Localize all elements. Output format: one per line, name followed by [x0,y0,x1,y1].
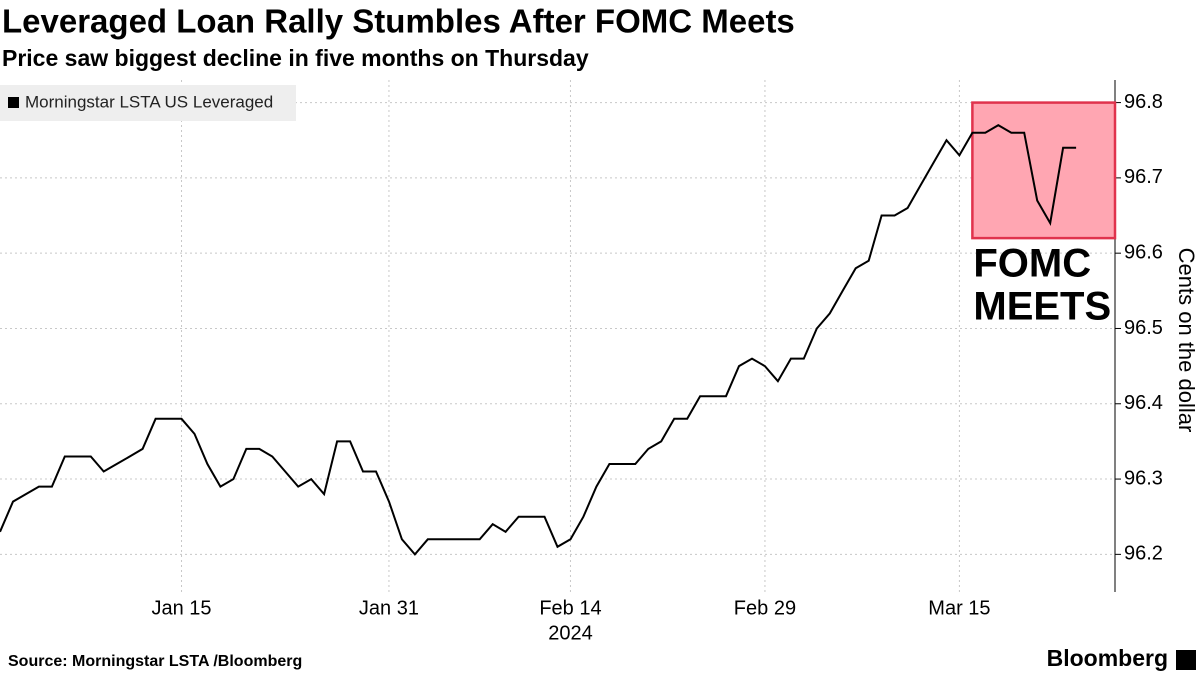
legend-box [0,85,296,121]
x-tick-label: Mar 15 [928,597,990,619]
brand-icon [1176,650,1196,670]
y-tick-label: 96.2 [1124,543,1163,565]
y-tick-label: 96.3 [1124,467,1163,489]
chart-subtitle: Price saw biggest decline in five months… [2,45,589,71]
x-tick-label: Jan 15 [151,597,211,619]
y-axis-label: Cents on the dollar [1174,248,1199,433]
y-tick-label: 96.6 [1124,241,1163,263]
x-tick-label: Feb 14 [539,597,601,619]
chart-title: Leveraged Loan Rally Stumbles After FOMC… [2,3,795,40]
legend-swatch [8,97,19,108]
annotation-text: MEETS [973,285,1111,329]
line [0,124,1077,556]
source: Source: Morningstar LSTA /Bloomberg [8,653,302,670]
x-tick-label: Jan 31 [359,597,419,619]
x-tick-label: Feb 29 [734,597,796,619]
annotation-text: FOMC [973,242,1091,286]
y-tick-label: 96.4 [1124,392,1163,414]
x-axis-label: 2024 [548,622,593,644]
y-tick-label: 96.5 [1124,317,1163,339]
highlight-box [971,101,1117,240]
brand: Bloomberg [1047,645,1168,671]
y-tick-label: 96.8 [1124,91,1163,113]
legend-label: Morningstar LSTA US Leveraged [25,92,273,111]
y-tick-label: 96.7 [1124,166,1163,188]
